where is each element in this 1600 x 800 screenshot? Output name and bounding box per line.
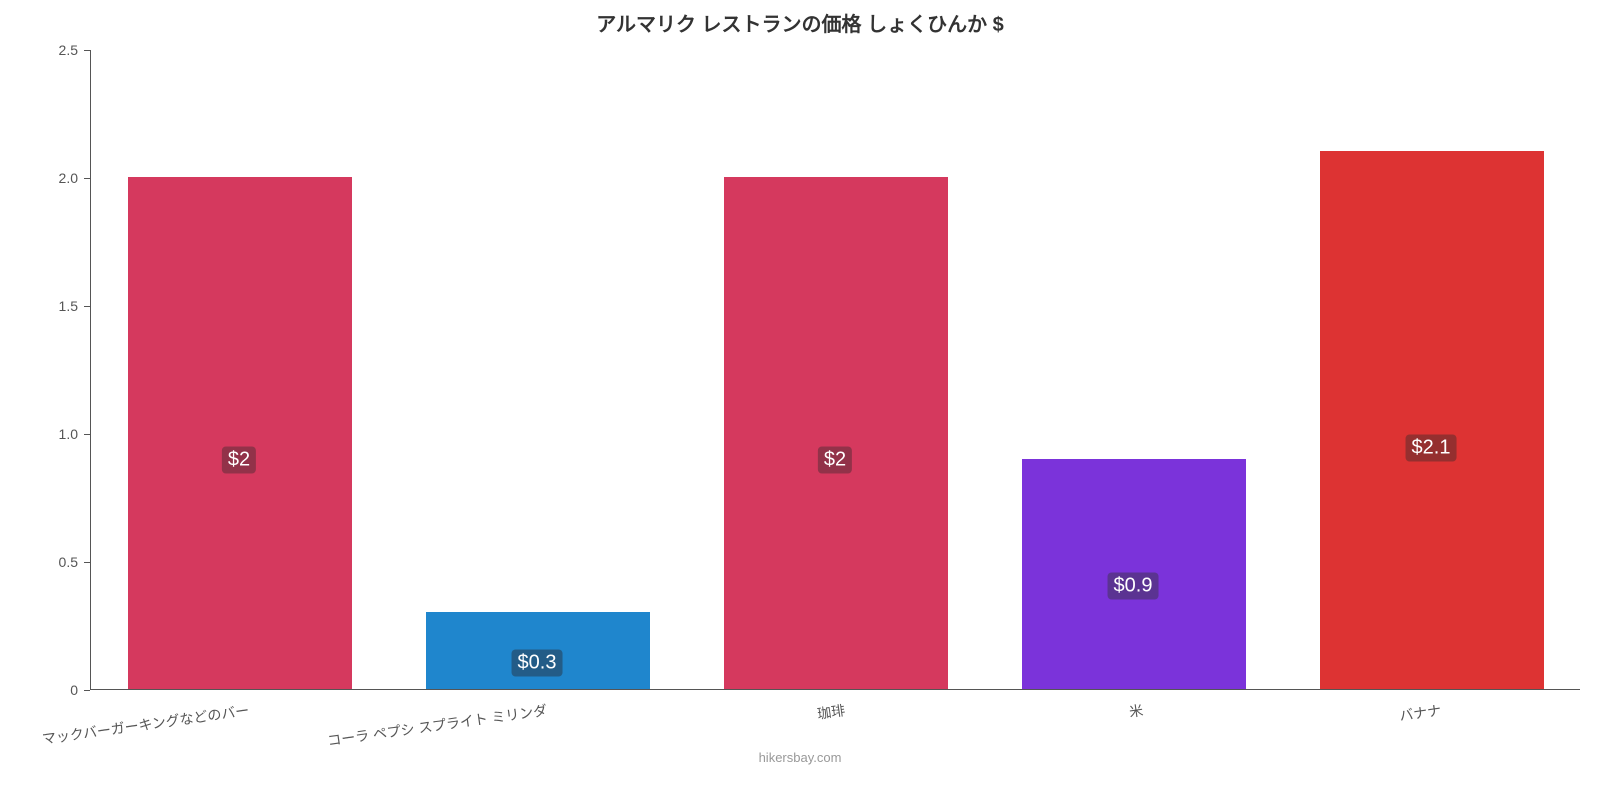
ytick-mark: [84, 50, 90, 51]
bar-value-label: $2.1: [1406, 435, 1457, 462]
ytick-label: 0: [0, 682, 78, 698]
bar-value-label: $2: [222, 446, 256, 473]
bar: [724, 177, 948, 689]
ytick-label: 2.5: [0, 42, 78, 58]
ytick-label: 2.0: [0, 170, 78, 186]
bar: [128, 177, 352, 689]
plot-area: [90, 50, 1580, 690]
ytick-mark: [84, 562, 90, 563]
ytick-label: 1.5: [0, 298, 78, 314]
ytick-label: 1.0: [0, 426, 78, 442]
bar: [1320, 151, 1544, 689]
bar-value-label: $0.9: [1108, 573, 1159, 600]
ytick-mark: [84, 306, 90, 307]
ytick-label: 0.5: [0, 554, 78, 570]
chart-title: アルマリク レストランの価格 しょくひんか $: [0, 8, 1600, 37]
ytick-mark: [84, 434, 90, 435]
ytick-mark: [84, 178, 90, 179]
bar-value-label: $0.3: [512, 650, 563, 677]
ytick-mark: [84, 690, 90, 691]
bar-value-label: $2: [818, 446, 852, 473]
